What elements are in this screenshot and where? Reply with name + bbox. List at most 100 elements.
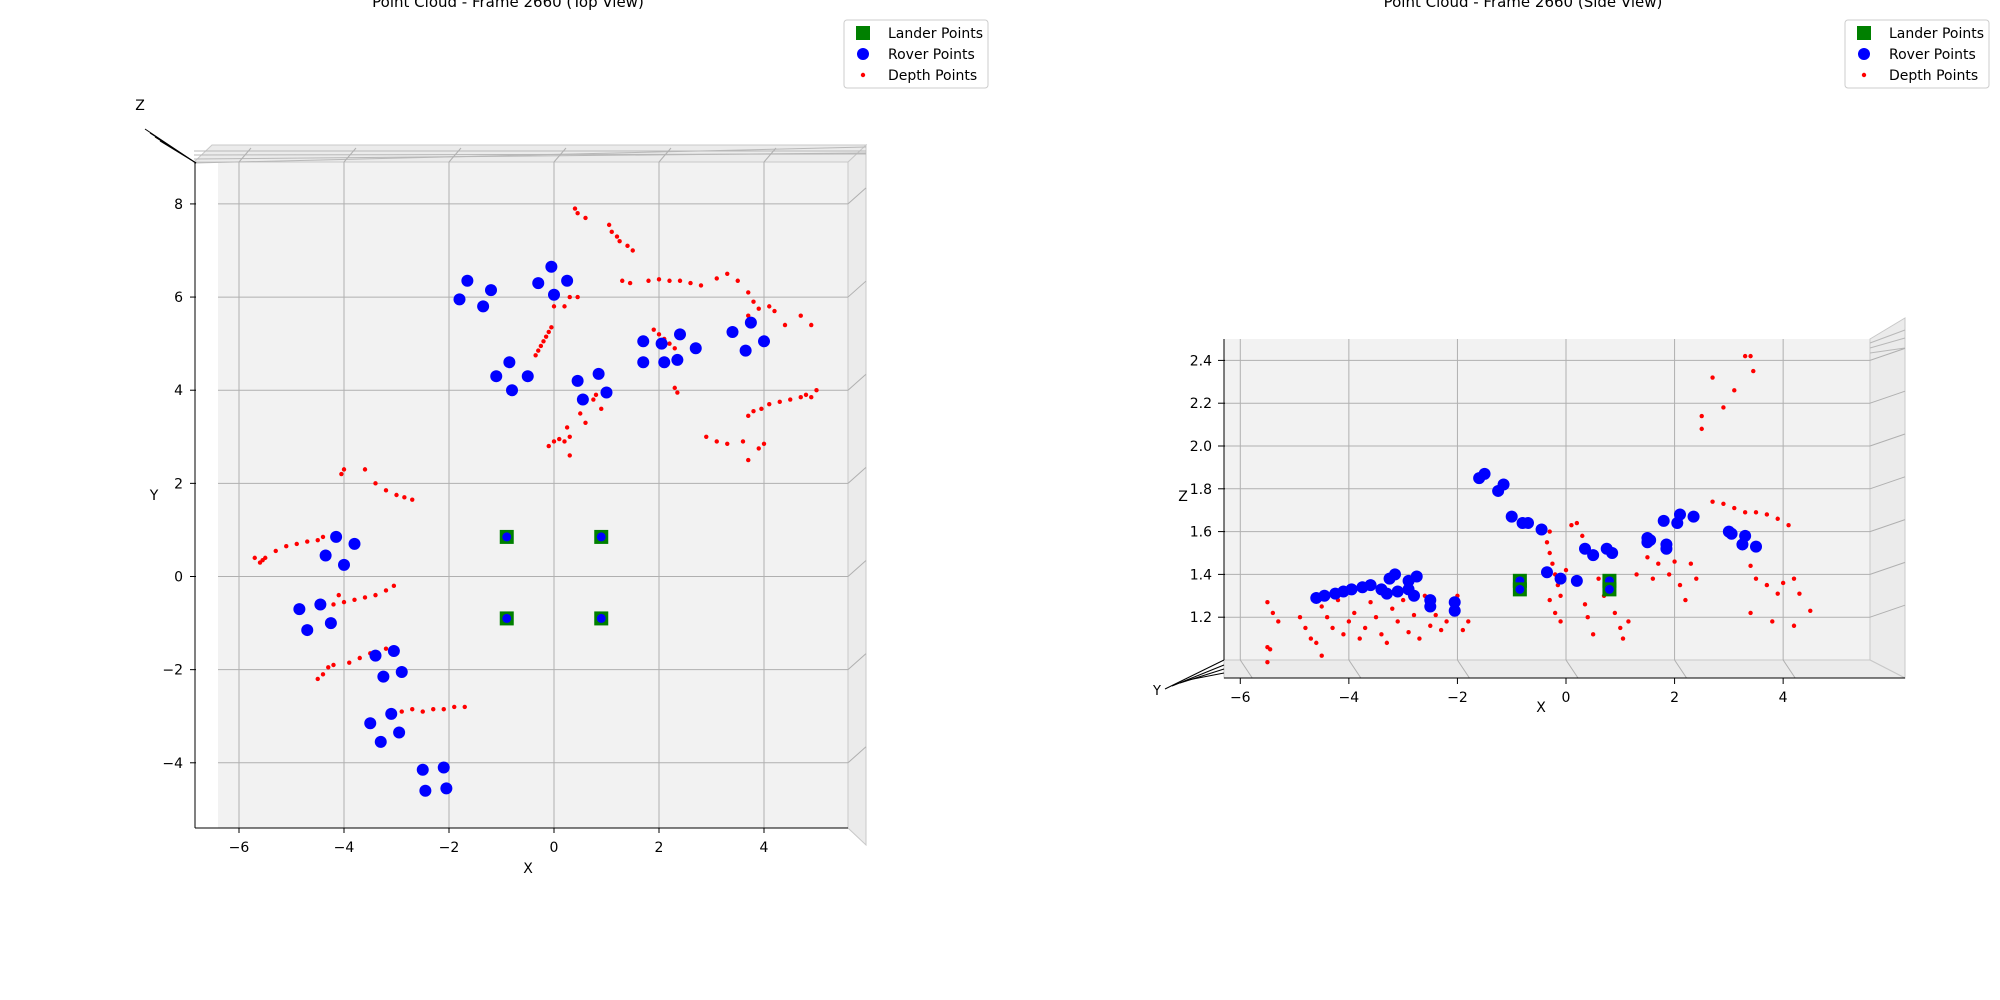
rover-point xyxy=(374,735,387,748)
depth-point xyxy=(1683,597,1688,603)
rover-point xyxy=(1587,549,1600,562)
gridline-z-side xyxy=(1869,561,1906,575)
gridlines xyxy=(218,147,867,828)
series-lander xyxy=(1512,573,1617,597)
gridline-x-top xyxy=(343,147,357,163)
legend: Lander Points Rover Points Depth Points xyxy=(1844,19,1990,89)
gridline-x-bottom xyxy=(1674,659,1687,679)
depth-point xyxy=(1764,512,1770,517)
depth-point xyxy=(1373,615,1379,620)
depth-point xyxy=(1265,659,1270,665)
depth-point xyxy=(1694,576,1699,581)
gridline-x-top xyxy=(658,147,672,163)
depth-point xyxy=(583,215,588,221)
depth-point xyxy=(1582,602,1588,607)
rover-point xyxy=(571,374,584,387)
rover-point xyxy=(637,335,650,348)
legend-label: Depth Points xyxy=(1889,68,1978,84)
lander-point-center xyxy=(502,613,512,623)
depth-point xyxy=(410,707,415,712)
rover-point xyxy=(1535,523,1548,536)
depth-point xyxy=(1428,623,1433,628)
depth-point xyxy=(725,271,730,276)
depth-point xyxy=(1634,572,1639,577)
depth-point xyxy=(336,592,341,598)
rover-point xyxy=(1448,604,1461,617)
tick-label-y: 0 xyxy=(174,570,183,586)
depth-point xyxy=(704,434,709,439)
depth-point xyxy=(567,453,572,458)
depth-point xyxy=(1433,612,1438,618)
depth-point xyxy=(746,290,751,295)
gridline-x-top xyxy=(553,147,567,163)
rover-point xyxy=(440,782,453,795)
depth-point xyxy=(1775,591,1780,596)
rover-point xyxy=(1380,587,1393,600)
depth-point xyxy=(714,276,719,281)
depth-point xyxy=(1764,582,1770,588)
rover-point xyxy=(739,344,752,357)
depth-point xyxy=(1384,640,1390,646)
depth-point xyxy=(383,488,389,493)
depth-point xyxy=(772,308,777,314)
gridline-z-side xyxy=(1869,476,1906,490)
rover-point xyxy=(293,603,306,616)
depth-point xyxy=(562,304,567,309)
depth-point xyxy=(1563,567,1569,573)
depth-point xyxy=(284,544,289,549)
depth-point xyxy=(667,278,672,283)
depth-point xyxy=(767,304,772,309)
pane-side xyxy=(1869,317,1906,679)
depth-point xyxy=(609,229,614,235)
depth-point xyxy=(740,439,746,444)
z-axis-crammed-ticks xyxy=(144,128,197,164)
depth-point xyxy=(1547,550,1552,556)
depth-point xyxy=(431,707,436,712)
tick-label-y: 6 xyxy=(174,290,183,306)
depth-point xyxy=(546,443,551,449)
depth-point xyxy=(583,420,588,426)
depth-point xyxy=(1666,572,1672,577)
depth-point xyxy=(533,353,538,358)
rover-point xyxy=(1660,542,1673,555)
depth-point xyxy=(1444,619,1449,624)
depth-point xyxy=(1618,625,1623,631)
depth-point xyxy=(1748,353,1753,359)
depth-point xyxy=(1466,619,1471,624)
tick-label-x: −2 xyxy=(439,840,460,856)
depth-point xyxy=(656,332,662,337)
rover-point xyxy=(1389,568,1401,581)
depth-point xyxy=(1580,533,1585,539)
lander-point-center xyxy=(502,532,512,542)
legend-lander-icon xyxy=(856,26,870,40)
tick-label-y: −2 xyxy=(162,663,183,679)
gridline-y-side xyxy=(847,280,867,298)
depth-point xyxy=(1265,600,1270,605)
lander-point xyxy=(594,529,609,544)
depth-point xyxy=(1710,375,1715,380)
depth-point xyxy=(1742,510,1748,515)
depth-point xyxy=(809,322,814,328)
depth-point xyxy=(1406,629,1411,635)
tick-label-x: −6 xyxy=(229,840,250,856)
depth-point xyxy=(373,592,378,598)
depth-point xyxy=(567,294,572,300)
depth-point xyxy=(1626,619,1631,624)
depth-point xyxy=(1780,580,1786,586)
rover-point xyxy=(385,707,398,720)
y-axis-label: Y xyxy=(149,488,159,504)
depth-point xyxy=(252,555,257,561)
series-rover xyxy=(293,260,770,797)
rover-point xyxy=(545,260,558,273)
depth-point xyxy=(1699,413,1704,419)
rover-point xyxy=(1478,467,1491,480)
pane-back xyxy=(1224,339,1870,660)
rover-point xyxy=(1448,596,1461,609)
gridline-y-side xyxy=(847,466,867,484)
depth-point xyxy=(1379,632,1384,637)
gridline-x-bottom xyxy=(1782,659,1796,679)
depth-point xyxy=(1303,625,1308,631)
rover-point xyxy=(461,274,474,287)
depth-point xyxy=(599,406,604,412)
rover-point xyxy=(1410,570,1423,583)
